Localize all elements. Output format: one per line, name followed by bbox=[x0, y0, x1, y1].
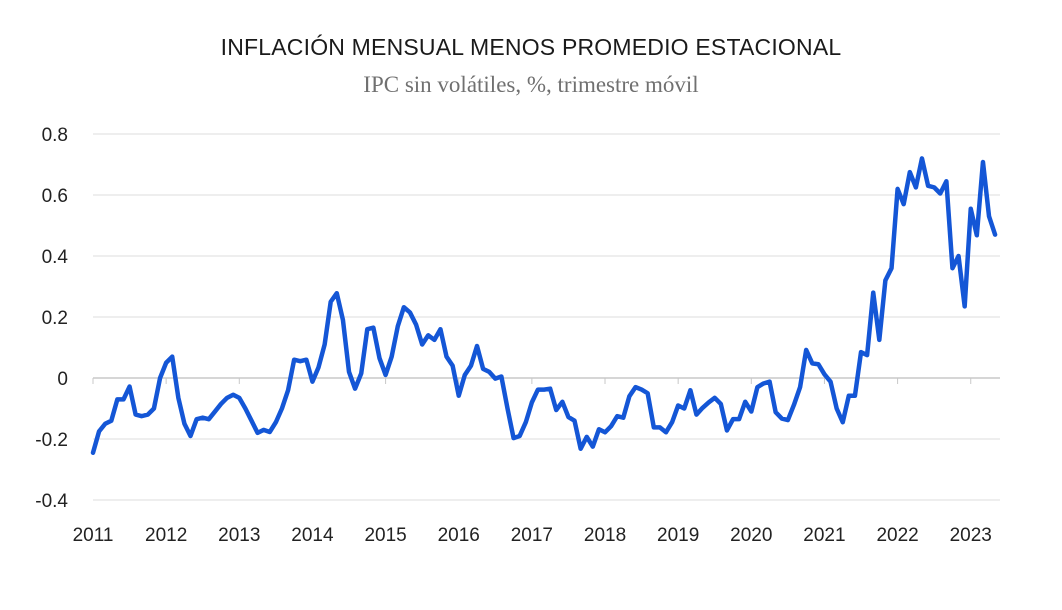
x-tick-label: 2022 bbox=[876, 525, 918, 546]
y-tick-label: 0 bbox=[57, 369, 68, 390]
y-tick-label: 0.2 bbox=[42, 308, 68, 329]
y-tick-label: -0.4 bbox=[35, 491, 68, 512]
y-tick-label: 0.4 bbox=[42, 247, 69, 268]
x-tick-label: 2016 bbox=[438, 525, 480, 546]
x-tick-label: 2014 bbox=[291, 525, 334, 546]
gridlines bbox=[92, 133, 1000, 501]
x-tick-label: 2012 bbox=[145, 525, 187, 546]
x-tick-label: 2019 bbox=[657, 525, 699, 546]
y-tick-label: 0.8 bbox=[42, 125, 68, 146]
chart-subtitle: IPC sin volátiles, %, trimestre móvil bbox=[363, 72, 699, 97]
x-tick-label: 2013 bbox=[218, 525, 260, 546]
x-tick-label: 2015 bbox=[364, 525, 406, 546]
x-tick-label: 2023 bbox=[950, 525, 992, 546]
x-tick-label: 2011 bbox=[73, 525, 114, 546]
series-line bbox=[90, 156, 998, 455]
x-tick-label: 2017 bbox=[511, 525, 553, 546]
y-tick-label: 0.6 bbox=[42, 186, 68, 207]
x-tick-label: 2021 bbox=[803, 525, 845, 546]
chart-title: INFLACIÓN MENSUAL MENOS PROMEDIO ESTACIO… bbox=[220, 34, 842, 60]
x-tick-label: 2020 bbox=[730, 525, 772, 546]
y-axis-labels: 0.8 0.6 0.4 0.2 0 -0.2 -0.4 bbox=[35, 125, 68, 512]
x-axis-labels: 2011 2012 2013 2014 2015 2016 2017 2018 2019 2020… bbox=[73, 525, 992, 546]
x-tick-label: 2018 bbox=[584, 525, 626, 546]
y-tick-label: -0.2 bbox=[35, 430, 68, 451]
